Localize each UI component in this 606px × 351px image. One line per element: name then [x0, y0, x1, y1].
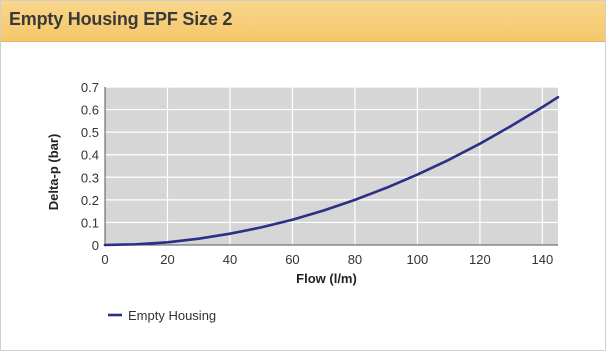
x-tick-label-5: 100	[407, 252, 429, 267]
legend-label-0: Empty Housing	[128, 308, 216, 323]
y-tick-label-0: 0	[92, 238, 99, 253]
x-axis-label: Flow (l/m)	[296, 271, 357, 286]
y-tick-label-2: 0.2	[81, 193, 99, 208]
x-tick-label-6: 120	[469, 252, 491, 267]
x-tick-label-3: 60	[285, 252, 299, 267]
x-tick-label-1: 20	[160, 252, 174, 267]
x-tick-label-0: 0	[101, 252, 108, 267]
y-tick-label-1: 0.1	[81, 215, 99, 230]
y-axis-label: Delta-p (bar)	[46, 134, 61, 211]
chart-header: Empty Housing EPF Size 2	[1, 1, 605, 42]
x-tick-label-7: 140	[532, 252, 554, 267]
y-tick-label-5: 0.5	[81, 125, 99, 140]
plot-area	[105, 87, 558, 245]
chart-title: Empty Housing EPF Size 2	[9, 9, 233, 29]
y-tick-label-4: 0.4	[81, 148, 99, 163]
y-tick-label-7: 0.7	[81, 80, 99, 95]
x-tick-label-2: 40	[223, 252, 237, 267]
x-tick-label-4: 80	[348, 252, 362, 267]
y-tick-label-6: 0.6	[81, 103, 99, 118]
series-line-0	[103, 95, 560, 247]
y-tick-label-3: 0.3	[81, 170, 99, 185]
